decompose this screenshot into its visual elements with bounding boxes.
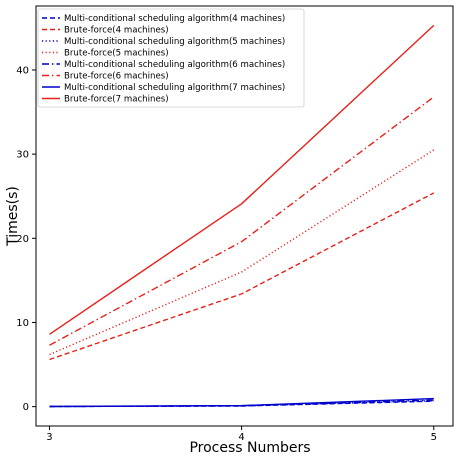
y-tick-label: 30 [16,150,29,161]
legend-label-3: Multi-conditional scheduling algorithm(5… [64,37,285,47]
legend-label-1: Multi-conditional scheduling algorithm(4… [64,14,285,24]
series-line-2 [49,192,435,361]
legend-label-2: Brute-force(4 machines) [64,26,169,36]
series-line-8 [49,24,435,335]
series-line-6 [49,96,435,346]
y-tick-label: 10 [16,318,29,329]
y-tick-label: 0 [23,402,29,413]
x-tick-label: 3 [46,432,52,443]
series-line-7 [49,397,434,408]
x-tick-label: 5 [431,432,437,443]
legend-label-6: Brute-force(6 machines) [64,72,169,82]
legend-label-8: Brute-force(7 machines) [64,95,169,105]
series-layer [49,24,435,408]
legend-label-7: Multi-conditional scheduling algorithm(7… [64,83,285,93]
x-axis-label: Process Numbers [189,440,310,456]
series-line-4 [49,149,435,356]
y-tick-label: 20 [16,234,29,245]
legend-box [37,8,305,108]
y-axis-label: Times(s) [5,186,21,247]
y-tick-label: 40 [16,65,29,76]
legend-label-4: Brute-force(5 machines) [64,49,169,59]
legend-label-5: Multi-conditional scheduling algorithm(6… [64,60,285,70]
axes-layer: 3 4 5 0 10 20 30 40 [16,65,437,443]
legend: Multi-conditional scheduling algorithm(4… [37,8,305,108]
x-tick-label: 4 [238,432,244,443]
